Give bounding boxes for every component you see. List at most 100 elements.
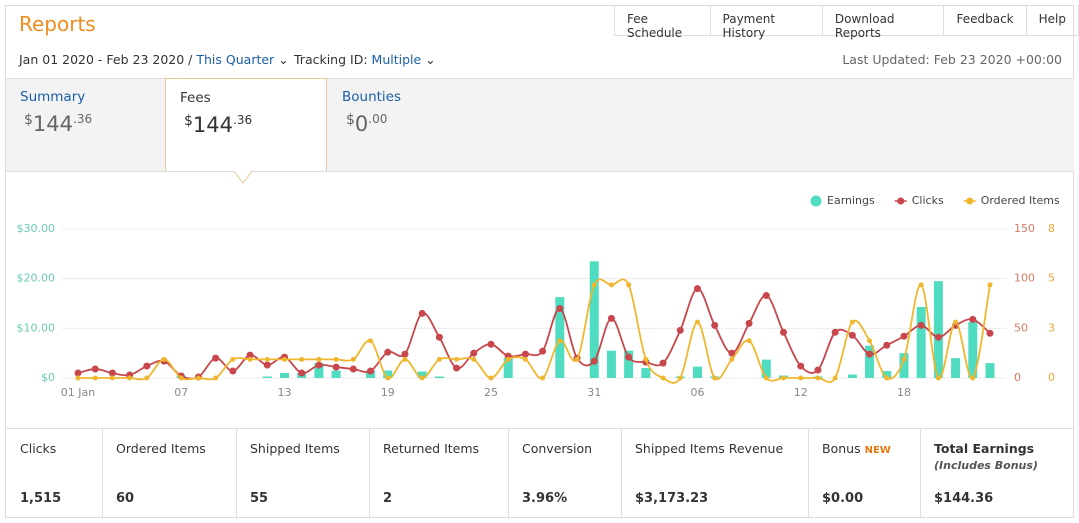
tab-amount: $144.36: [184, 113, 252, 137]
point: [676, 326, 684, 334]
currency: $: [184, 113, 193, 129]
point: [814, 366, 822, 374]
cell-value: 60: [116, 491, 135, 506]
tab-label: Bounties: [342, 89, 402, 105]
legend-swatch: [966, 197, 974, 205]
bar: [761, 359, 771, 378]
point: [746, 338, 752, 344]
currency: $: [24, 112, 33, 128]
bar: [847, 374, 857, 378]
tab-label: Fees: [180, 90, 211, 106]
cents: .36: [73, 112, 93, 126]
point: [607, 314, 615, 322]
legend-swatch: [897, 197, 905, 205]
whole: 144: [32, 112, 74, 136]
point: [900, 332, 908, 340]
point: [728, 349, 736, 357]
point: [350, 356, 356, 362]
x-tick-label: 25: [484, 386, 498, 399]
point: [556, 304, 564, 312]
point: [849, 319, 855, 325]
point: [901, 356, 907, 362]
x-tick-label: 01 Jan: [61, 386, 95, 399]
bar: [916, 306, 926, 378]
bar: [555, 297, 565, 378]
bar: [417, 371, 427, 378]
point: [384, 348, 392, 356]
cell-value: 55: [250, 491, 269, 506]
bar: [434, 376, 444, 378]
point: [953, 319, 959, 325]
point: [762, 292, 770, 300]
summary-cell: Total Earnings (Includes Bonus) $144.36: [920, 428, 1074, 518]
point: [368, 338, 374, 344]
point: [987, 282, 993, 288]
tick-label: 150: [1014, 222, 1035, 235]
point: [333, 356, 339, 362]
cents: .00: [368, 112, 388, 126]
tick-label: 100: [1014, 272, 1035, 285]
bar: [933, 281, 943, 378]
tab[interactable]: Bounties $0.00: [328, 78, 488, 170]
point: [625, 353, 633, 361]
point: [763, 375, 769, 381]
point: [178, 375, 184, 381]
tick-label: $0: [41, 371, 55, 384]
chart: $0 $10.00 $20.00 $30.00 0 50 100 150 0 3 5 8 01 Jan 0…: [17, 170, 1060, 399]
summary-cell: Bonus NEW $0.00: [808, 428, 921, 518]
point: [848, 331, 856, 339]
tab-active[interactable]: Fees $144.36: [165, 78, 327, 171]
point: [75, 375, 81, 381]
bar: [279, 373, 289, 378]
tick-label: 5: [1048, 272, 1055, 285]
link[interactable]: Download Reports: [823, 5, 945, 40]
point: [798, 375, 804, 381]
cell-label: Total Earnings: [934, 441, 1035, 456]
point: [349, 365, 357, 373]
point: [867, 338, 873, 344]
bar: [624, 350, 634, 378]
point: [693, 285, 701, 293]
tick-label: 3: [1048, 321, 1055, 334]
tick-label: 8: [1048, 222, 1055, 235]
cell-value: $3,173.23: [635, 491, 709, 506]
link[interactable]: Fee Schedule: [615, 5, 711, 40]
period[interactable]: This Quarter: [196, 52, 275, 67]
x-tick-label: 18: [897, 386, 911, 399]
point: [832, 375, 838, 381]
tracking-filter[interactable]: Tracking ID: Multiple ⌄: [294, 52, 436, 67]
point: [453, 364, 461, 372]
badge: NEW: [864, 445, 891, 456]
link[interactable]: Payment History: [711, 5, 823, 40]
point: [401, 350, 409, 358]
cell-label: Bonus: [822, 441, 861, 456]
tab-amount: $144.36: [24, 112, 92, 136]
point: [92, 375, 98, 381]
point: [590, 357, 598, 365]
tab[interactable]: Summary $144.36: [6, 78, 166, 170]
bar: [968, 321, 978, 378]
point: [144, 375, 150, 381]
summary-cell: Returned Items 2: [369, 428, 509, 518]
summary-cell: Conversion 3.96%: [508, 428, 622, 518]
point: [402, 356, 408, 362]
point: [299, 356, 305, 362]
date-filter[interactable]: Jan 01 2020 - Feb 23 2020 / This Quarter…: [19, 52, 289, 67]
point: [659, 359, 667, 367]
x-tick-label: 07: [174, 386, 188, 399]
point: [935, 375, 941, 381]
link[interactable]: Help: [1038, 12, 1066, 26]
bar: [865, 345, 875, 378]
cell-note: (Includes Bonus): [934, 459, 1038, 472]
point: [418, 309, 426, 317]
tracking-value[interactable]: Multiple: [371, 52, 422, 67]
tick-label: 0: [1014, 371, 1021, 384]
point: [213, 375, 219, 381]
point: [127, 375, 133, 381]
link[interactable]: Feedback: [944, 5, 1027, 35]
point: [195, 375, 201, 381]
tab-label: Summary: [20, 89, 86, 105]
point: [712, 375, 718, 381]
point: [797, 362, 805, 370]
